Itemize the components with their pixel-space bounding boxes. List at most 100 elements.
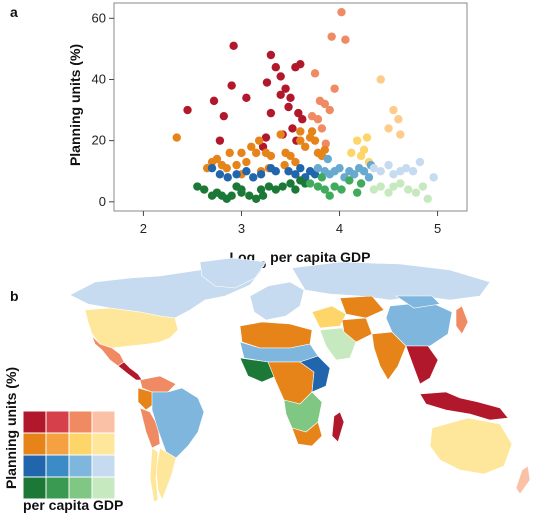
data-point xyxy=(237,148,246,158)
data-point xyxy=(320,99,330,109)
data-point xyxy=(301,142,310,151)
data-point xyxy=(356,179,366,188)
data-point xyxy=(384,188,393,197)
data-point xyxy=(376,182,385,191)
data-point xyxy=(254,136,264,145)
legend-cell xyxy=(68,454,93,478)
data-point xyxy=(313,115,323,124)
map-region-middle-east xyxy=(311,305,347,329)
data-point xyxy=(418,182,428,191)
map-region-new-zealand xyxy=(515,465,531,495)
legend-cell xyxy=(68,432,93,456)
legend-cell xyxy=(22,432,47,456)
data-point xyxy=(317,173,327,182)
x-tick-label: 4 xyxy=(336,221,343,236)
x-tick-label: 2 xyxy=(140,221,147,236)
data-point xyxy=(276,90,285,99)
data-point xyxy=(305,179,315,188)
data-point xyxy=(317,124,327,133)
data-point xyxy=(350,170,359,179)
legend-cell xyxy=(22,410,47,434)
map-region-central-asia xyxy=(339,295,385,319)
data-point xyxy=(286,179,295,188)
data-point xyxy=(415,157,425,167)
data-point xyxy=(352,136,362,145)
data-point xyxy=(359,167,369,176)
data-point xyxy=(313,163,323,173)
data-point xyxy=(403,185,413,194)
y-axis-label: Planning units (%) xyxy=(67,44,83,166)
data-point xyxy=(276,130,285,139)
data-point xyxy=(347,148,356,158)
map-region-usa xyxy=(84,307,179,349)
legend-cell xyxy=(22,476,47,500)
data-point xyxy=(310,69,320,78)
data-point xyxy=(369,163,379,173)
data-point xyxy=(209,96,219,106)
map-region-chile xyxy=(149,447,159,503)
legend-cell xyxy=(45,454,70,478)
data-point xyxy=(200,185,209,194)
data-point xyxy=(296,136,305,145)
map-region-greenland xyxy=(199,257,267,289)
legend-cell xyxy=(22,454,47,478)
map-region-west-africa xyxy=(239,357,277,383)
legend-cell xyxy=(91,432,116,456)
data-point xyxy=(242,167,251,176)
data-point xyxy=(384,124,393,133)
data-point xyxy=(256,185,266,194)
legend-cell xyxy=(68,410,93,434)
data-point xyxy=(325,191,334,200)
data-point xyxy=(389,170,398,179)
data-point xyxy=(288,124,297,133)
data-point xyxy=(325,105,334,115)
data-point xyxy=(237,188,246,197)
y-tick-label: 60 xyxy=(92,10,106,25)
data-point xyxy=(411,188,421,197)
y-tick-label: 0 xyxy=(99,194,106,209)
data-point xyxy=(215,170,225,179)
data-point xyxy=(251,148,261,158)
map-region-australia xyxy=(429,417,513,475)
data-point xyxy=(389,105,398,115)
data-point xyxy=(245,191,254,200)
legend-cell xyxy=(68,476,93,500)
bivariate-legend: Planning units (%) per capita GDP xyxy=(3,367,123,513)
panel-label-b: b xyxy=(10,288,19,304)
data-point xyxy=(207,163,217,173)
map-region-europe xyxy=(249,281,305,321)
data-point xyxy=(223,173,232,182)
map-region-madagascar xyxy=(331,411,345,443)
data-point xyxy=(396,130,405,139)
data-point xyxy=(251,194,261,203)
data-point xyxy=(225,148,234,158)
data-point xyxy=(359,145,369,155)
legend-cell xyxy=(45,432,70,456)
data-point xyxy=(183,105,192,115)
data-point xyxy=(296,59,305,69)
data-point xyxy=(345,176,354,185)
data-point xyxy=(215,136,225,145)
data-point xyxy=(389,182,398,191)
data-point xyxy=(278,182,287,191)
data-point xyxy=(219,111,229,121)
data-point xyxy=(284,167,293,176)
data-point xyxy=(320,185,330,194)
data-point xyxy=(256,170,266,179)
map-region-indonesia xyxy=(419,391,509,421)
data-point xyxy=(310,136,320,145)
legend-cell xyxy=(45,410,70,434)
map-region-central-america xyxy=(117,361,143,381)
data-point xyxy=(330,182,339,191)
legend-y-label: Planning units (%) xyxy=(3,367,19,489)
legend-cell xyxy=(91,410,116,434)
data-point xyxy=(271,63,280,72)
data-point xyxy=(307,127,317,136)
map-region-south-africa xyxy=(291,421,323,447)
data-point xyxy=(249,173,258,182)
data-point xyxy=(341,35,350,44)
data-point xyxy=(296,127,305,136)
data-point xyxy=(394,115,403,124)
data-point xyxy=(294,108,303,118)
x-tick-label: 5 xyxy=(434,221,441,236)
